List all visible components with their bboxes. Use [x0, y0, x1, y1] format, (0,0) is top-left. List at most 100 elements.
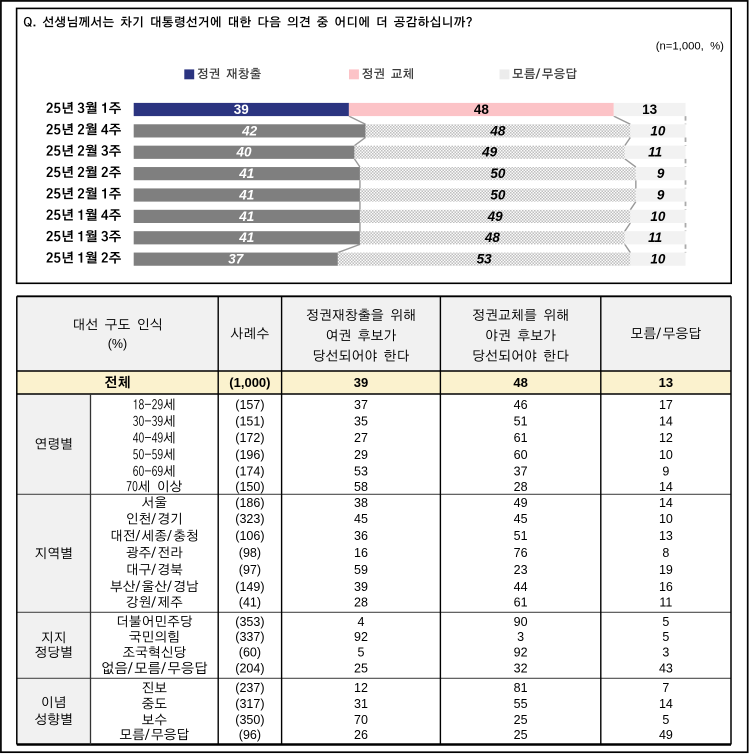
svg-text:7: 7	[662, 681, 669, 695]
svg-text:14: 14	[659, 480, 673, 494]
svg-text:51: 51	[514, 529, 528, 543]
svg-text:51: 51	[514, 414, 528, 428]
svg-text:25: 25	[514, 713, 528, 727]
svg-text:10: 10	[650, 252, 666, 267]
svg-text:(350): (350)	[235, 713, 264, 727]
svg-text:(1,000): (1,000)	[229, 375, 270, 390]
svg-text:10: 10	[650, 123, 666, 138]
svg-text:38: 38	[354, 496, 368, 510]
svg-text:29: 29	[354, 448, 368, 462]
svg-text:61: 61	[514, 595, 528, 609]
svg-text:41: 41	[238, 209, 254, 224]
svg-text:4: 4	[358, 615, 365, 629]
svg-text:44: 44	[514, 580, 528, 594]
svg-text:92: 92	[354, 630, 368, 644]
svg-text:40: 40	[236, 145, 253, 160]
svg-text:81: 81	[514, 681, 528, 695]
svg-text:10: 10	[659, 448, 673, 462]
svg-text:48: 48	[489, 123, 506, 138]
svg-text:58: 58	[354, 480, 368, 494]
svg-text:90: 90	[514, 615, 528, 629]
svg-text:11: 11	[648, 230, 662, 245]
svg-text:42: 42	[241, 123, 258, 138]
svg-text:13: 13	[642, 102, 658, 117]
svg-text:37: 37	[514, 464, 528, 478]
svg-text:32: 32	[514, 661, 528, 675]
svg-text:26: 26	[354, 728, 368, 742]
svg-text:(174): (174)	[235, 464, 264, 478]
svg-text:16: 16	[354, 546, 368, 560]
svg-text:(150): (150)	[235, 480, 264, 494]
svg-text:10: 10	[659, 512, 673, 526]
svg-text:(204): (204)	[235, 661, 264, 675]
svg-text:(237): (237)	[235, 681, 264, 695]
svg-text:(337): (337)	[235, 630, 264, 644]
svg-text:92: 92	[514, 646, 528, 660]
svg-text:(323): (323)	[235, 512, 264, 526]
svg-text:16: 16	[659, 580, 673, 594]
svg-text:(172): (172)	[235, 431, 264, 445]
svg-text:(353): (353)	[235, 615, 264, 629]
svg-text:36: 36	[354, 529, 368, 543]
svg-text:3: 3	[662, 646, 669, 660]
svg-text:48: 48	[484, 230, 501, 245]
svg-text:5: 5	[662, 713, 669, 727]
svg-text:37: 37	[228, 252, 245, 267]
svg-text:10: 10	[650, 209, 666, 224]
svg-text:(96): (96)	[239, 728, 261, 742]
svg-text:(149): (149)	[235, 580, 264, 594]
svg-text:49: 49	[514, 496, 528, 510]
svg-text:25: 25	[514, 728, 528, 742]
svg-text:(60): (60)	[239, 646, 261, 660]
svg-text:(106): (106)	[235, 529, 264, 543]
svg-text:23: 23	[514, 563, 528, 577]
svg-text:(196): (196)	[235, 448, 264, 462]
svg-text:9: 9	[662, 464, 669, 478]
svg-text:(151): (151)	[235, 414, 264, 428]
svg-text:49: 49	[481, 145, 498, 160]
svg-text:9: 9	[657, 187, 665, 202]
svg-text:14: 14	[659, 697, 673, 711]
svg-text:11: 11	[648, 145, 662, 160]
svg-text:39: 39	[354, 375, 368, 390]
svg-text:41: 41	[238, 166, 254, 181]
svg-text:(186): (186)	[235, 496, 264, 510]
svg-text:5: 5	[662, 615, 669, 629]
svg-text:9: 9	[657, 166, 665, 181]
svg-text:(317): (317)	[235, 697, 264, 711]
svg-text:8: 8	[662, 546, 669, 560]
svg-text:48: 48	[513, 375, 527, 390]
svg-text:25: 25	[354, 661, 368, 675]
svg-text:17: 17	[659, 398, 673, 412]
svg-text:37: 37	[354, 398, 368, 412]
svg-text:55: 55	[514, 697, 528, 711]
svg-text:59: 59	[354, 563, 368, 577]
svg-text:3: 3	[517, 630, 524, 644]
svg-text:27: 27	[354, 431, 368, 445]
svg-text:49: 49	[659, 728, 673, 742]
svg-text:13: 13	[659, 529, 673, 543]
svg-text:50: 50	[490, 166, 506, 181]
svg-text:41: 41	[238, 187, 254, 202]
svg-text:39: 39	[234, 102, 249, 117]
svg-text:28: 28	[354, 595, 368, 609]
svg-text:35: 35	[354, 414, 368, 428]
svg-text:53: 53	[477, 252, 493, 267]
svg-text:12: 12	[659, 431, 673, 445]
svg-text:70: 70	[354, 713, 368, 727]
svg-text:28: 28	[514, 480, 528, 494]
svg-text:12: 12	[354, 681, 368, 695]
svg-text:49: 49	[487, 209, 504, 224]
svg-text:(98): (98)	[239, 546, 261, 560]
svg-text:61: 61	[514, 431, 528, 445]
svg-text:19: 19	[659, 563, 673, 577]
svg-text:45: 45	[354, 512, 368, 526]
svg-text:48: 48	[474, 102, 490, 117]
svg-text:43: 43	[659, 661, 673, 675]
svg-text:46: 46	[514, 398, 528, 412]
svg-text:31: 31	[354, 697, 368, 711]
svg-text:76: 76	[514, 546, 528, 560]
svg-text:39: 39	[354, 580, 368, 594]
svg-text:14: 14	[659, 496, 673, 510]
svg-text:(%): (%)	[108, 337, 127, 351]
